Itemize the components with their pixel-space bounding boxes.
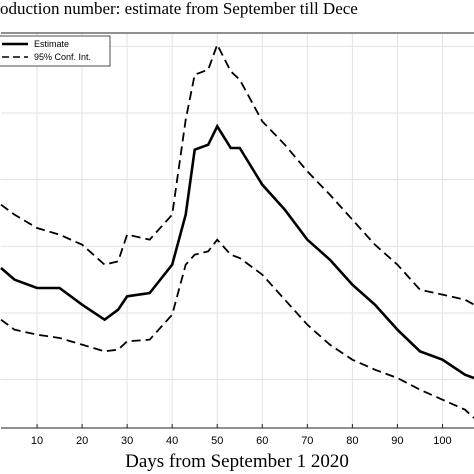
x-tick-label: 30	[121, 435, 133, 447]
x-tick-label: 90	[391, 435, 403, 447]
x-tick-label: 100	[433, 435, 451, 447]
series-line	[0, 123, 474, 380]
legend-label: Estimate	[34, 39, 69, 49]
legend-label: 95% Conf. Int.	[34, 52, 91, 62]
series-line	[0, 42, 474, 306]
x-tick-label: 70	[301, 435, 313, 447]
x-tick-label: 50	[211, 435, 223, 447]
chart-title: oduction number: estimate from September…	[0, 0, 358, 18]
x-tick-label: 20	[76, 435, 88, 447]
series-line	[0, 238, 474, 419]
x-tick-label: 80	[346, 435, 358, 447]
x-tick-label: 40	[166, 435, 178, 447]
x-axis-label: Days from September 1 2020	[125, 451, 349, 472]
x-tick-label: 10	[31, 435, 43, 447]
x-tick-label: 60	[256, 435, 268, 447]
legend-box	[0, 35, 111, 67]
